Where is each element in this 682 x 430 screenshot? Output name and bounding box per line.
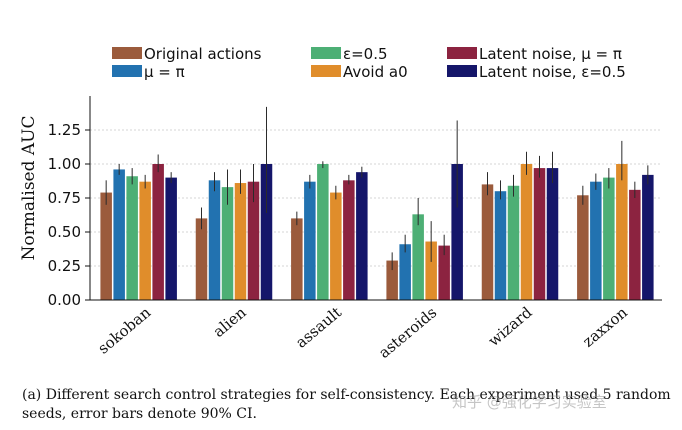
- x-category-label: sokoban: [94, 303, 154, 358]
- y-tick-label: 0.00: [48, 291, 81, 309]
- bar: [520, 164, 533, 300]
- bar: [616, 164, 628, 300]
- bar: [356, 172, 368, 300]
- bar: [629, 189, 641, 300]
- legend-swatch: [112, 47, 142, 59]
- bar: [260, 164, 273, 300]
- bar: [603, 177, 615, 300]
- bar: [451, 164, 463, 300]
- figure-caption: (a) Different search control strategies …: [22, 386, 672, 424]
- caption-line-1: (a) Different search control strategies …: [22, 387, 671, 403]
- legend-swatch: [112, 65, 142, 77]
- bar: [642, 174, 654, 300]
- bar: [113, 169, 125, 300]
- bar: [438, 245, 450, 300]
- bar: [590, 181, 602, 300]
- y-ticks: 0.00 0.25 0.50 0.75 1.00 1.25: [48, 121, 90, 309]
- y-tick-label: 0.25: [48, 257, 81, 275]
- bar: [399, 244, 411, 300]
- watermark: 知乎 @强化学习实验室: [452, 393, 607, 411]
- bar: [208, 180, 221, 300]
- bars: [100, 106, 654, 300]
- legend-label: ε=0.5: [343, 45, 388, 63]
- legend-label: μ = π: [144, 63, 185, 81]
- bar: [126, 176, 138, 300]
- bar: [304, 181, 316, 300]
- bar: [100, 192, 112, 300]
- legend-label: Latent noise, μ = π: [479, 45, 622, 63]
- legend-label: Original actions: [144, 45, 262, 63]
- x-category-label: alien: [210, 303, 250, 341]
- bar: [425, 241, 437, 300]
- bar: [195, 218, 208, 300]
- y-axis-label: Normalised AUC: [19, 115, 39, 260]
- x-category-label: asteroids: [375, 303, 440, 362]
- y-tick-label: 0.75: [48, 189, 81, 207]
- bar: [343, 180, 355, 300]
- bar: [533, 168, 546, 300]
- x-category-label: wizard: [485, 303, 536, 350]
- grid-lines: [90, 129, 662, 267]
- x-category-label: zaxxon: [579, 303, 631, 351]
- legend-swatch: [311, 47, 341, 59]
- bar: [481, 184, 494, 300]
- x-category-label: assault: [292, 303, 345, 351]
- bar: [221, 187, 234, 300]
- bar: [152, 164, 164, 300]
- x-category-labels: sokoban alien assault asteroids wizard zaxxon: [94, 303, 631, 362]
- bar: [139, 181, 151, 300]
- y-tick-label: 0.50: [48, 223, 81, 241]
- y-tick-label: 1.25: [48, 121, 81, 139]
- bar: [577, 195, 589, 300]
- bar: [412, 214, 424, 300]
- y-tick-label: 1.00: [48, 155, 81, 173]
- legend-label: Latent noise, ε=0.5: [479, 63, 626, 81]
- legend-label: Avoid a0: [343, 63, 408, 81]
- bar: [291, 218, 303, 300]
- bar: [386, 260, 398, 300]
- bar: [234, 183, 247, 300]
- legend-swatch: [311, 65, 341, 77]
- legend-swatch: [447, 65, 477, 77]
- legend-swatch: [447, 47, 477, 59]
- caption-line-2: seeds, error bars denote 90% CI.: [22, 406, 257, 422]
- bar: [330, 192, 342, 300]
- chart: 0.00 0.25 0.50 0.75 1.00 1.25 sokoban alien ass…: [19, 45, 662, 362]
- bar: [247, 181, 260, 300]
- bar: [165, 177, 177, 300]
- bar: [317, 164, 329, 300]
- bar: [494, 191, 507, 300]
- bar: [507, 185, 520, 300]
- bar: [546, 168, 559, 300]
